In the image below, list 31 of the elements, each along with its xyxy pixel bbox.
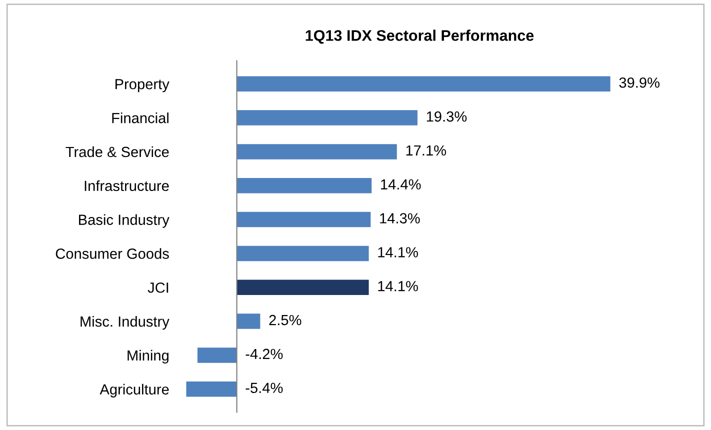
y-tick-label: Financial: [112, 112, 168, 124]
y-tick-label: Trade & Service: [66, 146, 169, 158]
data-label: 19.3%: [426, 111, 467, 122]
data-label: 39.9%: [619, 77, 660, 88]
y-tick-label: Consumer Goods: [56, 248, 169, 259]
chart-title: 1Q13 IDX Sectoral Performance: [306, 30, 534, 44]
bar: [236, 314, 260, 329]
data-label: 2.5%: [269, 314, 302, 326]
y-tick-label: JCI: [148, 282, 168, 293]
data-label: 14.4%: [381, 179, 421, 190]
bar: [236, 178, 372, 194]
bar: [236, 280, 369, 296]
bar: [236, 246, 369, 262]
y-tick-label: Property: [116, 79, 170, 92]
bar: [236, 144, 397, 160]
bar: [236, 212, 371, 228]
y-tick-label: Basic Industry: [79, 214, 170, 228]
data-label: 17.1%: [406, 145, 446, 156]
bar: [236, 76, 610, 92]
y-tick-label: Mining: [128, 350, 168, 364]
data-label: -5.4%: [246, 382, 283, 394]
y-tick-label: Agriculture: [100, 384, 169, 398]
data-label: 14.1%: [378, 281, 418, 292]
data-label: 14.1%: [378, 247, 418, 258]
data-label: 14.3%: [380, 213, 420, 224]
bar: [236, 110, 418, 126]
y-tick-label: Misc. Industry: [80, 316, 170, 330]
bar: [186, 382, 237, 397]
y-tick-label: Infrastructure: [84, 180, 169, 192]
data-label: -4.2%: [246, 348, 283, 360]
bar: [197, 348, 237, 363]
